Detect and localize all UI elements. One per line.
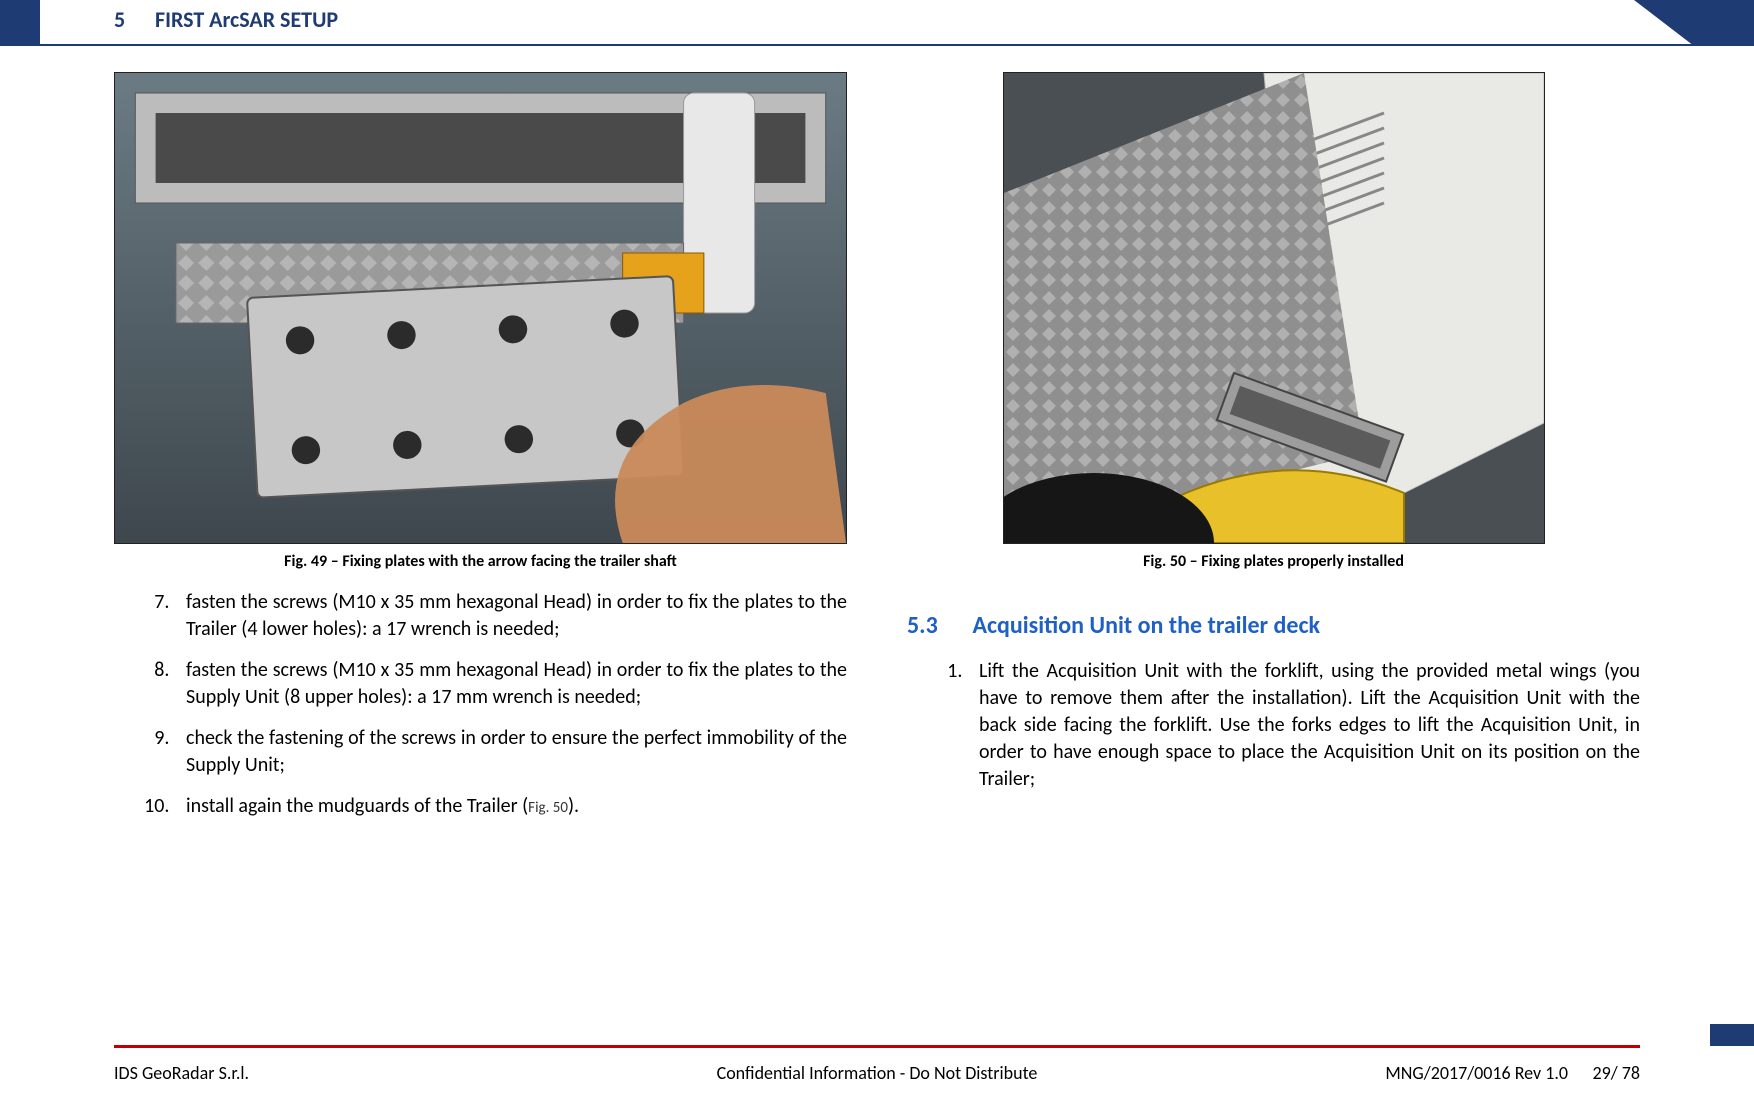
- header-underline: [40, 44, 1754, 46]
- section-title: Acquisition Unit on the trailer deck: [972, 611, 1320, 640]
- figure-50-caption: Fig. 50 – Fixing plates properly install…: [907, 552, 1640, 571]
- chapter-number: 5: [114, 6, 125, 33]
- figure-49-image: [114, 72, 847, 544]
- header-corner-accent: [1694, 0, 1754, 46]
- left-steps-list: fasten the screws (M10 x 35 mm hexagonal…: [114, 589, 847, 834]
- list-item: Lift the Acquisition Unit with the forkl…: [967, 658, 1640, 793]
- footer-rule: [114, 1045, 1640, 1048]
- list-item: install again the mudguards of the Trail…: [174, 793, 847, 820]
- right-column: Fig. 50 – Fixing plates properly install…: [907, 72, 1640, 1026]
- right-steps-list: Lift the Acquisition Unit with the forkl…: [907, 658, 1640, 807]
- list-item: fasten the screws (M10 x 35 mm hexagonal…: [174, 589, 847, 643]
- figure-49-caption: Fig. 49 – Fixing plates with the arrow f…: [114, 552, 847, 571]
- list-item: check the fastening of the screws in ord…: [174, 725, 847, 779]
- figure-50-image: [1003, 72, 1545, 544]
- chapter-title-text: FIRST ArcSAR SETUP: [155, 6, 338, 33]
- header-corner-accent-slope: [1634, 0, 1694, 46]
- figure-ref: Fig. 50: [528, 799, 568, 817]
- chapter-heading: 5 FIRST ArcSAR SETUP: [114, 6, 338, 33]
- list-item: fasten the screws (M10 x 35 mm hexagonal…: [174, 657, 847, 711]
- list-item-tail: ).: [568, 794, 579, 818]
- section-heading: 5.3 Acquisition Unit on the trailer deck: [907, 611, 1640, 640]
- footer-corner-accent: [1710, 1024, 1754, 1046]
- footer-center: Confidential Information - Do Not Distri…: [114, 1062, 1640, 1084]
- footer-row: IDS GeoRadar S.r.l. Confidential Informa…: [114, 1062, 1640, 1084]
- left-column: Fig. 49 – Fixing plates with the arrow f…: [114, 72, 847, 1026]
- list-item-text: install again the mudguards of the Trail…: [186, 794, 528, 818]
- section-number: 5.3: [907, 611, 967, 640]
- header-accent-bar: [0, 0, 40, 46]
- page-body: Fig. 49 – Fixing plates with the arrow f…: [114, 72, 1640, 1026]
